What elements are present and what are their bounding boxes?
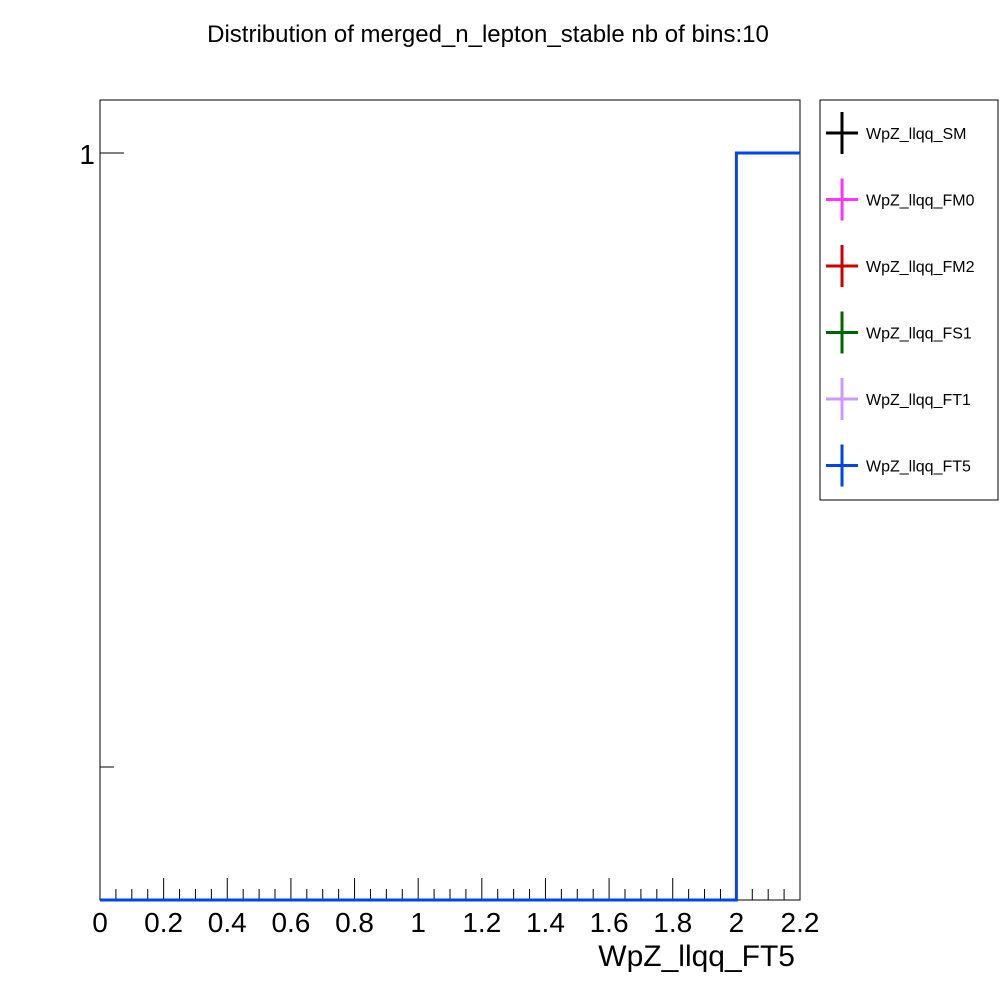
chart-title: Distribution of merged_n_lepton_stable n…	[207, 21, 769, 48]
legend-label: WpZ_llqq_FS1	[866, 326, 972, 343]
y-axis: 1	[79, 139, 124, 768]
y-tick-label: 1	[79, 139, 95, 170]
plot-frame	[99, 99, 801, 901]
legend-label: WpZ_llqq_FM0	[866, 193, 975, 210]
x-tick-label: 0.4	[208, 907, 247, 938]
x-tick-label: 2	[729, 907, 745, 938]
x-tick-label: 1.2	[462, 907, 501, 938]
x-tick-label: 1.6	[590, 907, 629, 938]
legend-entry: WpZ_llqq_FS1	[826, 311, 972, 354]
x-axis-label: WpZ_llqq_FT5	[598, 940, 795, 973]
x-tick-label: 0	[92, 907, 108, 938]
x-tick-label: 0.2	[144, 907, 183, 938]
legend-label: WpZ_llqq_FT5	[866, 459, 971, 476]
legend-label: WpZ_llqq_SM	[866, 126, 966, 143]
legend-entry: WpZ_llqq_FT5	[826, 444, 971, 487]
legend: WpZ_llqq_SM WpZ_llqq_FM0 WpZ_llqq_FM2 WpZ_l…	[819, 99, 999, 501]
x-tick-label: 2.2	[781, 907, 820, 938]
x-tick-label: 1.4	[526, 907, 565, 938]
legend-entry: WpZ_llqq_FT1	[826, 378, 971, 420]
x-tick-label: 0.8	[335, 907, 374, 938]
series-layer	[100, 151, 800, 902]
legend-frame	[819, 99, 999, 501]
histogram-line-wpz-llqq-ft5	[100, 151, 800, 902]
legend-entry: WpZ_llqq_FM2	[826, 245, 975, 287]
legend-entry: WpZ_llqq_SM	[826, 112, 966, 154]
x-tick-label: 0.6	[271, 907, 310, 938]
legend-entry: WpZ_llqq_FM0	[826, 178, 975, 221]
x-tick-label: 1.8	[653, 907, 692, 938]
x-axis: 0 0.2 0.4 0.6 0.8 1 1.2 1.4 1.6 1.8 2 2.2	[92, 878, 819, 938]
legend-label: WpZ_llqq_FM2	[866, 259, 975, 276]
legend-label: WpZ_llqq_FT1	[866, 392, 971, 409]
x-tick-label: 1	[410, 907, 426, 938]
